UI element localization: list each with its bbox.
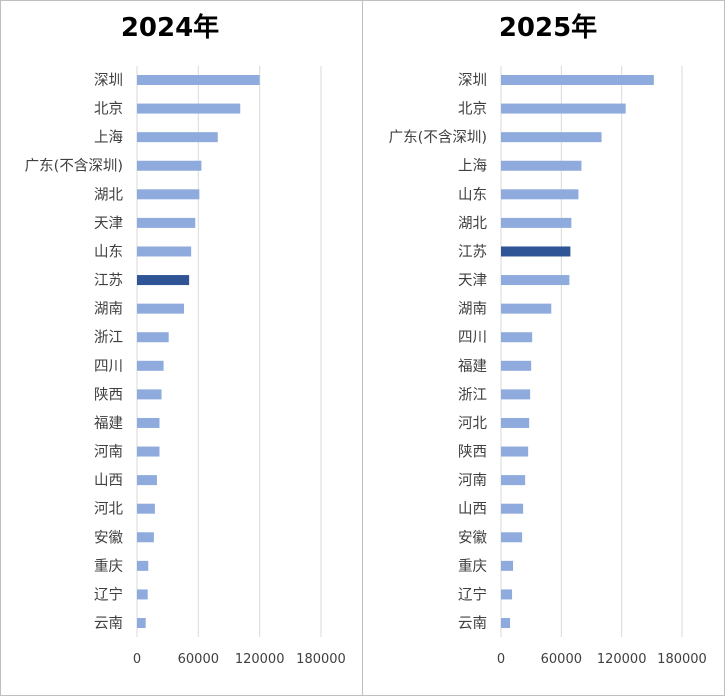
category-label: 河南 [458,472,487,489]
bar [501,103,626,114]
category-label: 上海 [94,129,123,146]
category-label: 安徽 [94,529,123,546]
x-tick-label: 180000 [296,652,346,667]
bar [501,589,513,600]
bar [501,160,582,171]
category-label: 河南 [94,444,123,461]
category-label: 陕西 [94,386,123,403]
bar [501,503,524,514]
category-label: 山西 [94,472,123,489]
bar [501,246,571,257]
category-label: 福建 [94,415,123,432]
bar [137,560,149,571]
x-tick-label: 120000 [235,652,285,667]
chart-title: 2025年 [499,12,597,43]
bar [501,75,654,85]
category-label: 安徽 [458,529,487,546]
category-label: 云南 [458,615,487,632]
chart-title: 2024年 [121,12,219,43]
bar [501,360,532,371]
bar [137,618,146,629]
category-label: 陕西 [458,444,487,461]
category-label: 福建 [458,358,487,375]
x-tick-label: 120000 [597,652,647,667]
bar [137,332,169,343]
bar [501,532,523,543]
bar [137,132,218,143]
category-label: 广东(不含深圳) [25,158,123,175]
x-tick-label: 0 [133,652,141,667]
category-label: 江苏 [94,272,123,289]
bar [501,417,530,428]
x-tick-label: 60000 [541,652,582,667]
category-label: 湖南 [458,301,487,318]
bar [137,75,260,85]
category-label: 浙江 [458,386,487,403]
category-label: 深圳 [94,72,123,89]
category-label: 湖北 [458,215,487,232]
bar [501,389,531,400]
category-label: 河北 [94,501,123,518]
bar [137,303,185,314]
category-label: 天津 [458,272,487,289]
bar [137,503,155,514]
bar [137,217,196,228]
bar [137,446,160,457]
category-label: 山东 [458,186,487,203]
bar [501,475,526,486]
category-label: 山西 [458,501,487,518]
bar [501,189,579,200]
category-label: 河北 [458,415,487,432]
bar [137,246,192,257]
bar [137,160,202,171]
bar [137,417,160,428]
category-label: 四川 [94,359,123,375]
category-label: 辽宁 [94,586,123,603]
category-label: 山东 [94,243,123,260]
bar [501,332,533,343]
category-label: 江苏 [458,243,487,260]
bar [501,275,570,286]
bar [137,103,241,114]
category-label: 湖北 [94,186,123,203]
x-tick-label: 180000 [657,652,707,667]
bar [137,360,164,371]
x-tick-label: 60000 [178,652,219,667]
bar [501,217,572,228]
bar [137,532,154,543]
bar [137,275,190,286]
bar [501,618,511,629]
bar [501,132,602,143]
category-label: 重庆 [458,558,487,575]
category-label: 辽宁 [458,586,487,603]
bar [137,475,157,486]
category-label: 北京 [458,101,487,118]
bar [137,189,200,200]
bar [501,446,529,457]
category-label: 四川 [458,330,487,346]
category-label: 重庆 [94,558,123,575]
bar [137,389,162,400]
category-label: 北京 [94,101,123,118]
bar [501,303,552,314]
category-label: 天津 [94,215,123,232]
category-label: 上海 [458,158,487,175]
category-label: 浙江 [94,329,123,346]
category-label: 深圳 [458,72,487,89]
category-label: 云南 [94,615,123,632]
category-label: 广东(不含深圳) [389,129,487,146]
category-label: 湖南 [94,301,123,318]
bar [501,560,514,571]
bar [137,589,148,600]
x-tick-label: 0 [497,652,505,667]
